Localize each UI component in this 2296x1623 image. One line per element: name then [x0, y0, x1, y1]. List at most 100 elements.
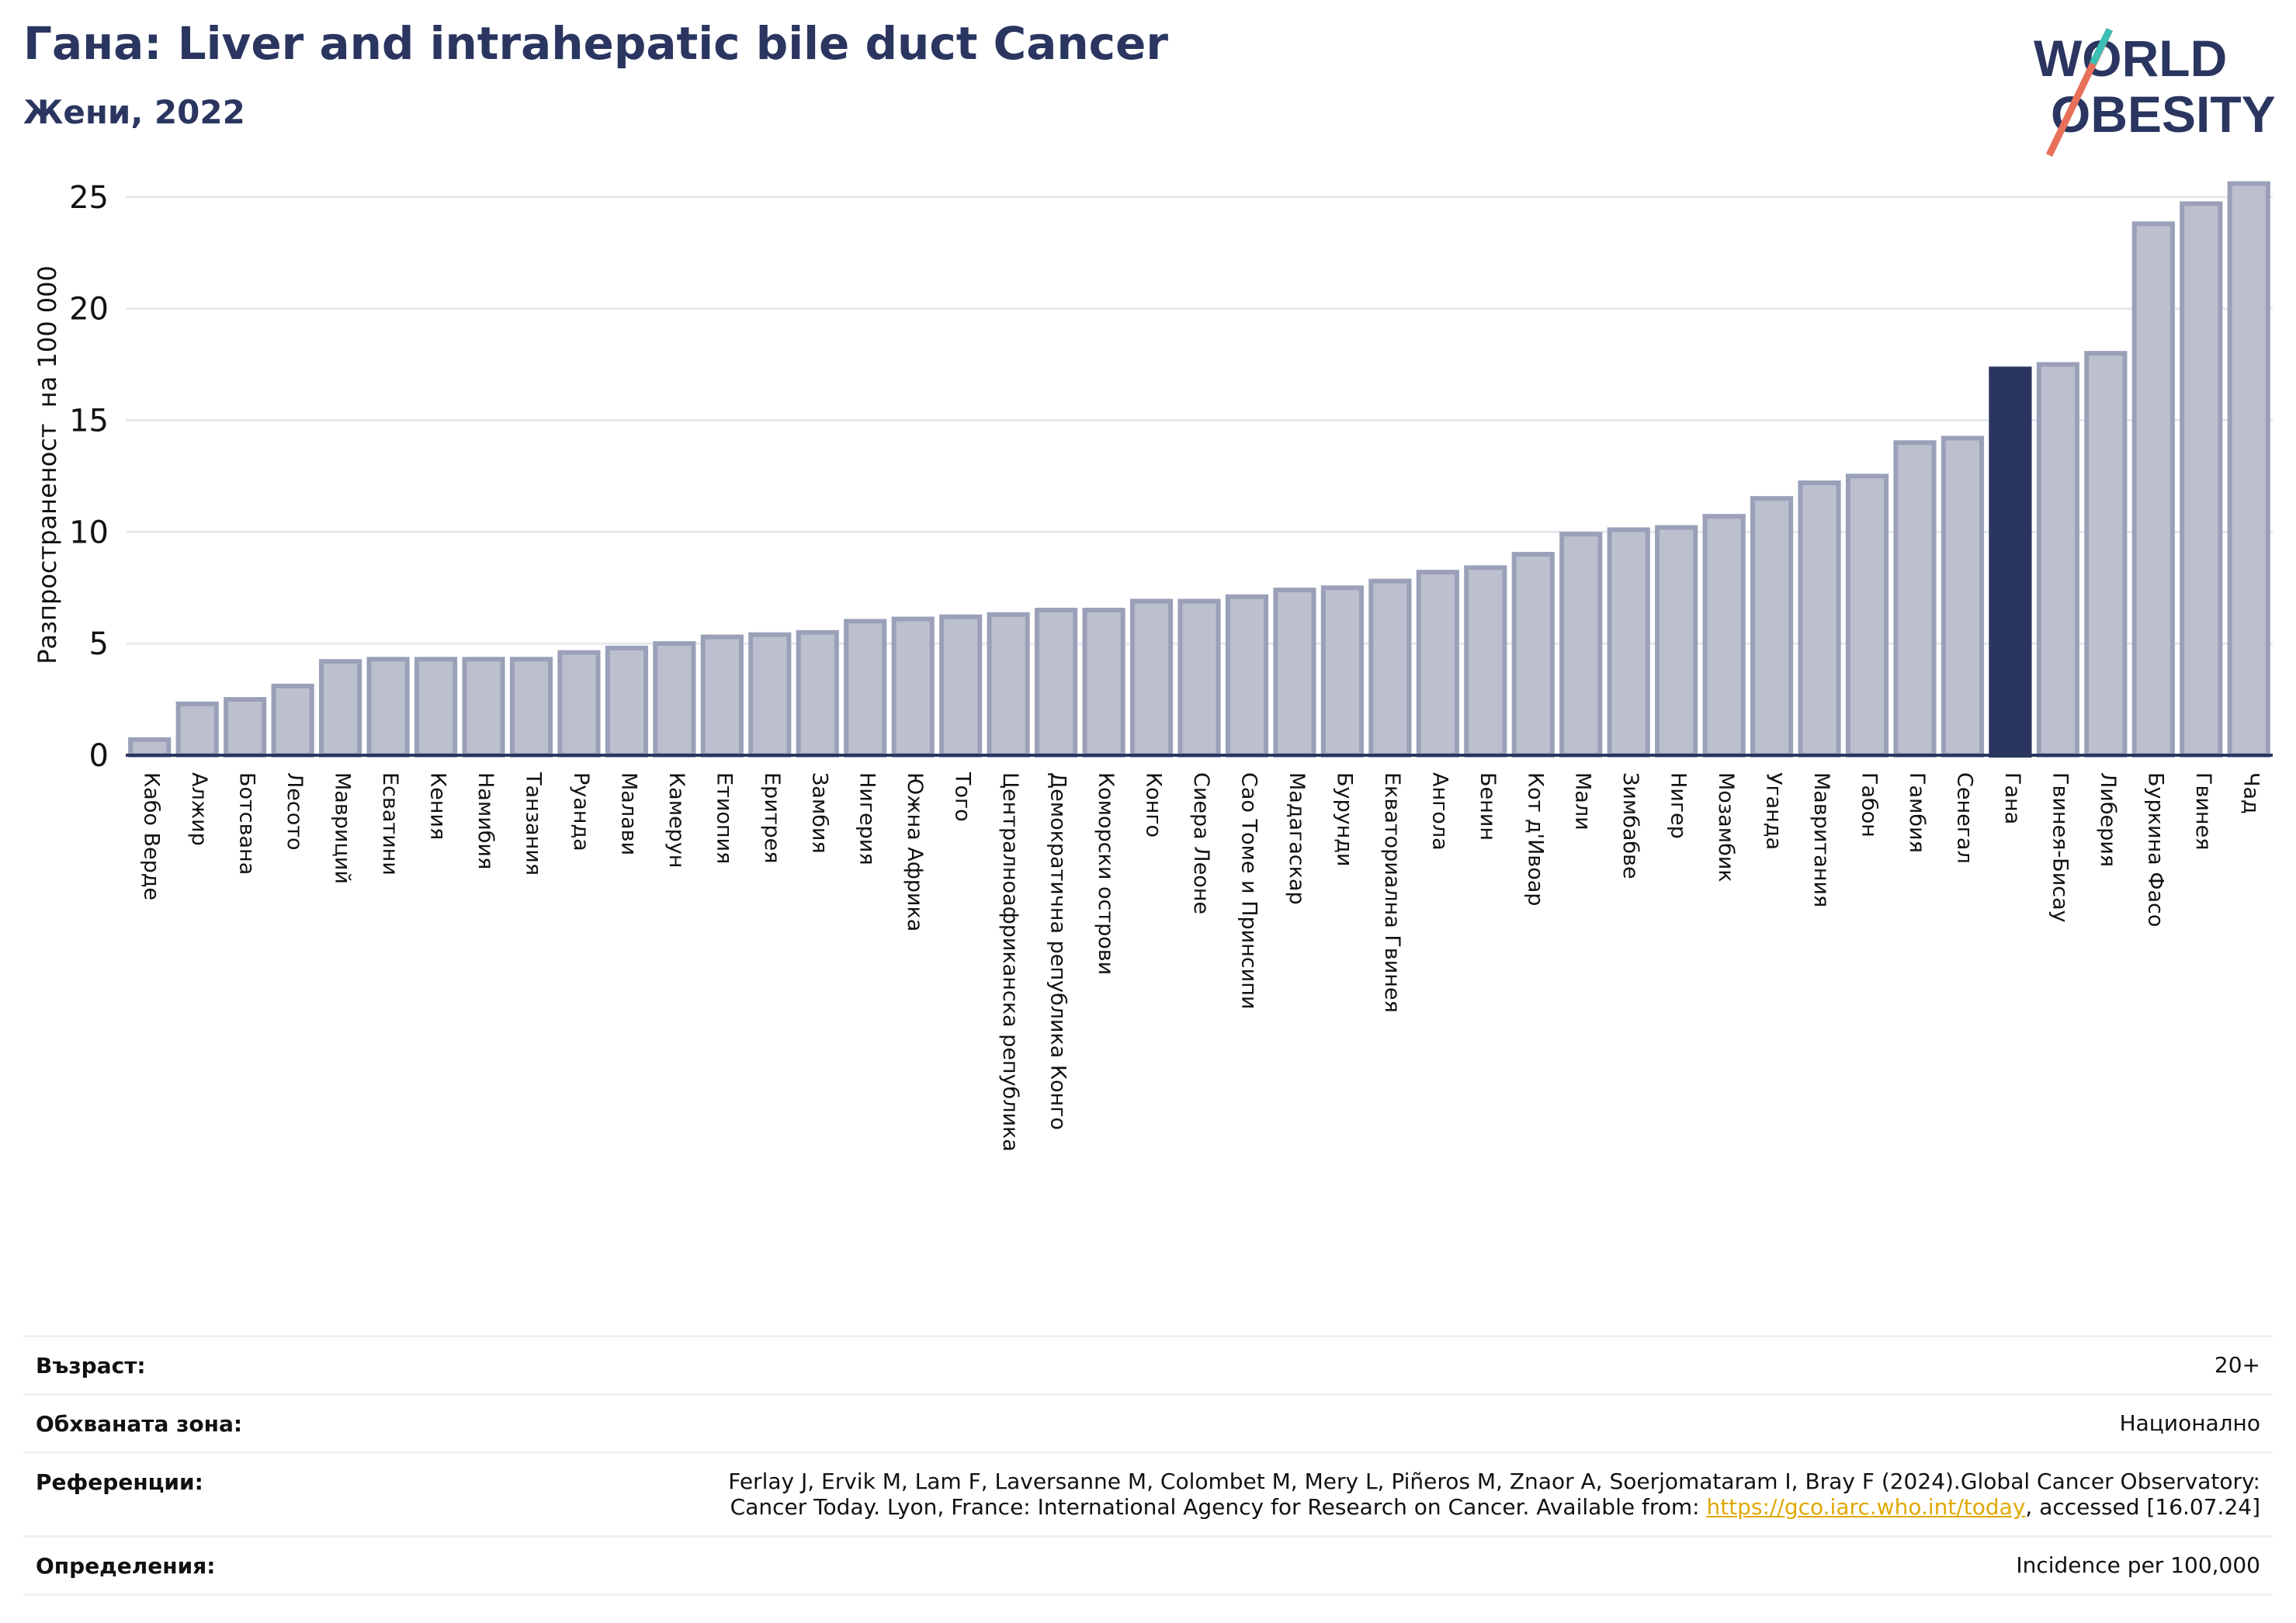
bar-6 [414, 657, 458, 758]
age-label: Възраст: [36, 1353, 146, 1379]
y-tick-label: 25 [69, 180, 109, 216]
page-title: Гана: Liver and intrahepatic bile duct C… [23, 17, 1168, 70]
x-tick-label: Сенегал [1952, 772, 1976, 864]
x-tick-label: Бурунди [1332, 772, 1356, 867]
bars [128, 181, 2270, 758]
bar-0 [128, 737, 172, 758]
bar-chart: 0 5 10 15 20 25 Кабо Верде Алжир Ботсвана Лесото… [33, 180, 2273, 1152]
y-tick-label: 20 [69, 292, 109, 328]
definitions-label: Определения: [36, 1552, 216, 1579]
definitions-value: Incidence per 100,000 [2016, 1552, 2260, 1578]
x-tick-label: Кабо Верде [140, 772, 164, 900]
bar-1 [175, 701, 219, 758]
bar-24 [1273, 588, 1316, 758]
bar-39 [1989, 366, 2032, 758]
reference-link[interactable]: https://gco.iarc.who.int/today [1706, 1493, 2026, 1520]
bar-8 [509, 657, 553, 758]
area-label: Обхваната зона: [36, 1411, 243, 1437]
x-tick-label: Либерия [2096, 772, 2120, 867]
bar-32 [1655, 525, 1698, 758]
x-tick-label: Того [951, 772, 975, 822]
bar-21 [1129, 598, 1174, 758]
x-tick-label: Камерун [664, 772, 688, 868]
bar-41 [2084, 351, 2128, 758]
bar-40 [2036, 362, 2079, 758]
logo-slash-accent-icon [2089, 27, 2114, 66]
bar-4 [319, 659, 362, 758]
bar-13 [748, 632, 792, 758]
bar-16 [891, 616, 935, 758]
x-tick-label: Замбия [807, 772, 831, 854]
bar-18 [987, 612, 1030, 758]
bar-33 [1702, 514, 1746, 758]
x-tick-label: Гамбия [1905, 772, 1929, 853]
bar-27 [1416, 570, 1459, 758]
bar-43 [2180, 201, 2223, 758]
y-tick-label: 5 [89, 626, 109, 662]
x-tick-label: Южна Африка [903, 772, 927, 931]
bar-12 [700, 634, 744, 758]
x-tick-label: Сао Томе и Принсипи [1236, 772, 1261, 1009]
bar-9 [557, 650, 601, 758]
y-tick-labels: 0 5 10 15 20 25 [69, 180, 109, 774]
page-subtitle: Жени, 2022 [23, 93, 245, 131]
y-axis-label: Разпространеност на 100 000 [33, 265, 62, 664]
bar-11 [653, 641, 696, 758]
x-tick-label: Конго [1142, 772, 1166, 838]
bar-44 [2227, 181, 2270, 758]
bar-42 [2131, 221, 2175, 758]
world-obesity-logo: WORLD OBESITY [2034, 27, 2274, 157]
bar-28 [1464, 565, 1507, 758]
bar-3 [271, 683, 314, 758]
references-label: Референции: [36, 1469, 203, 1496]
x-tick-label: Нигерия [855, 772, 879, 865]
bar-36 [1845, 473, 1889, 758]
x-tick-label: Чад [2239, 772, 2263, 814]
bar-10 [605, 645, 648, 758]
x-tick-label: Зимбабве [1618, 772, 1642, 879]
bar-14 [796, 629, 839, 758]
x-tick-label: Коморски острови [1094, 772, 1118, 975]
x-tick-label: Гвинея [2191, 772, 2215, 850]
y-tick-label: 10 [69, 515, 109, 550]
x-tick-labels: Кабо Верде Алжир Ботсвана Лесото Мавриций Есв… [140, 772, 2263, 1152]
info-row-age: Възраст: 20+ [23, 1335, 2273, 1393]
x-tick-label: Мозамбик [1714, 772, 1738, 883]
x-tick-label: Мавритания [1809, 772, 1833, 907]
x-tick-label: Нигер [1667, 772, 1691, 839]
bar-20 [1082, 608, 1125, 758]
reference-text-1: Ferlay J, Ervik M, Lam F, Laversanne M, … [728, 1469, 2260, 1495]
x-tick-label: Есватини [378, 772, 402, 876]
logo-line1: WORLD [2034, 29, 2227, 87]
x-tick-label: Буркина Фасо [2143, 772, 2167, 927]
reference-text-3: , accessed [16.07.24] [2025, 1493, 2260, 1520]
x-tick-label: Етиопия [712, 772, 736, 864]
x-tick-label: Уганда [1762, 772, 1786, 850]
x-tick-label: Мадагаскар [1285, 772, 1309, 905]
x-tick-label: Габон [1857, 772, 1882, 838]
x-tick-label: Ботсвана [235, 772, 259, 875]
x-tick-label: Лесото [283, 772, 307, 851]
x-tick-label: Кот д'Ивоар [1523, 772, 1547, 906]
age-value: 20+ [2214, 1352, 2260, 1378]
bar-7 [462, 657, 505, 758]
bar-2 [224, 697, 267, 758]
info-row-definitions: Определения: Incidence per 100,000 [23, 1535, 2273, 1596]
y-tick-label: 0 [89, 738, 109, 774]
references-value: Ferlay J, Ervik M, Lam F, Laversanne M, … [36, 1469, 2260, 1519]
x-tick-label: Малави [616, 772, 640, 855]
logo-line2: OBESITY [2051, 85, 2274, 143]
bar-15 [844, 619, 887, 758]
bar-26 [1368, 578, 1412, 758]
x-tick-label: Сиера Леоне [1189, 772, 1213, 914]
bar-5 [366, 657, 410, 758]
bar-30 [1559, 532, 1603, 758]
x-tick-label: Демократична република Конго [1046, 772, 1070, 1130]
x-tick-label: Мали [1571, 772, 1595, 831]
x-tick-label: Екваториална Гвинея [1380, 772, 1404, 1013]
bar-31 [1607, 527, 1650, 758]
y-tick-label: 15 [69, 403, 109, 439]
bar-34 [1750, 496, 1794, 758]
info-row-references: Референции: Ferlay J, Ervik M, Lam F, La… [23, 1451, 2273, 1535]
info-table: Възраст: 20+ Обхваната зона: Национално … [23, 1335, 2273, 1596]
